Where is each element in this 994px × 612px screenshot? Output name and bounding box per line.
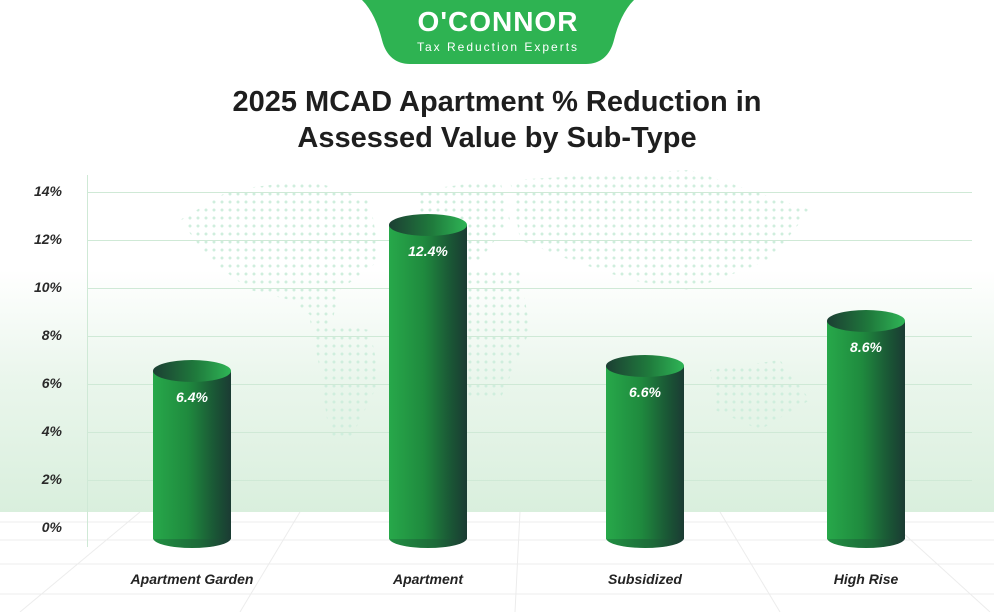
y-tick-label: 14% [33, 183, 62, 199]
bar-value-label: 8.6% [850, 339, 882, 355]
bar-body [153, 371, 231, 539]
x-category-label: Apartment [392, 571, 463, 587]
gridline-6 [88, 384, 972, 385]
chart-title-line2: Assessed Value by Sub-Type [297, 122, 697, 154]
bar-body [827, 321, 905, 539]
bar-high-rise[interactable]: 8.6% [827, 310, 905, 550]
bar-body [389, 225, 467, 539]
logo-tagline: Tax Reduction Experts [416, 40, 580, 54]
y-tick-label: 10% [33, 279, 62, 295]
bar-cap [606, 355, 684, 377]
y-tick-label: 6% [41, 375, 62, 391]
y-tick-label: 2% [41, 471, 62, 487]
bar-cap [827, 310, 905, 332]
bar-cap [389, 214, 467, 236]
oconnor-logo: O'CONNOR Tax Reduction Experts [362, 0, 634, 64]
bar-value-label: 12.4% [408, 243, 448, 259]
y-tick-label: 12% [33, 231, 62, 247]
gridline-12 [88, 240, 972, 241]
gridline-8 [88, 336, 972, 337]
gridline-4 [88, 432, 972, 433]
x-category-label: Subsidized [608, 571, 682, 587]
chart-title: 2025 MCAD Apartment % Reduction in Asses… [0, 84, 994, 156]
gridline-10 [88, 288, 972, 289]
x-category-label: High Rise [833, 571, 899, 587]
bar-apartment[interactable]: 12.4% [389, 214, 467, 550]
y-tick-label: 4% [41, 423, 62, 439]
chart-title-line1: 2025 MCAD Apartment % Reduction in [232, 86, 762, 118]
logo-name: O'CONNOR [417, 6, 579, 37]
bar-apartment-garden[interactable]: 6.4% [153, 360, 231, 550]
bar-value-label: 6.6% [629, 384, 661, 400]
bar-value-label: 6.4% [176, 389, 208, 405]
y-tick-label: 8% [41, 327, 62, 343]
bar-cap [153, 360, 231, 382]
x-category-label: Apartment Garden [130, 571, 254, 587]
world-map-dots [180, 170, 810, 440]
bar-subsidized[interactable]: 6.6% [606, 355, 684, 550]
bar-body [606, 366, 684, 539]
y-axis-line [87, 175, 88, 547]
gridline-14 [88, 192, 972, 193]
gridline-2 [88, 480, 972, 481]
y-tick-label: 0% [41, 519, 62, 535]
